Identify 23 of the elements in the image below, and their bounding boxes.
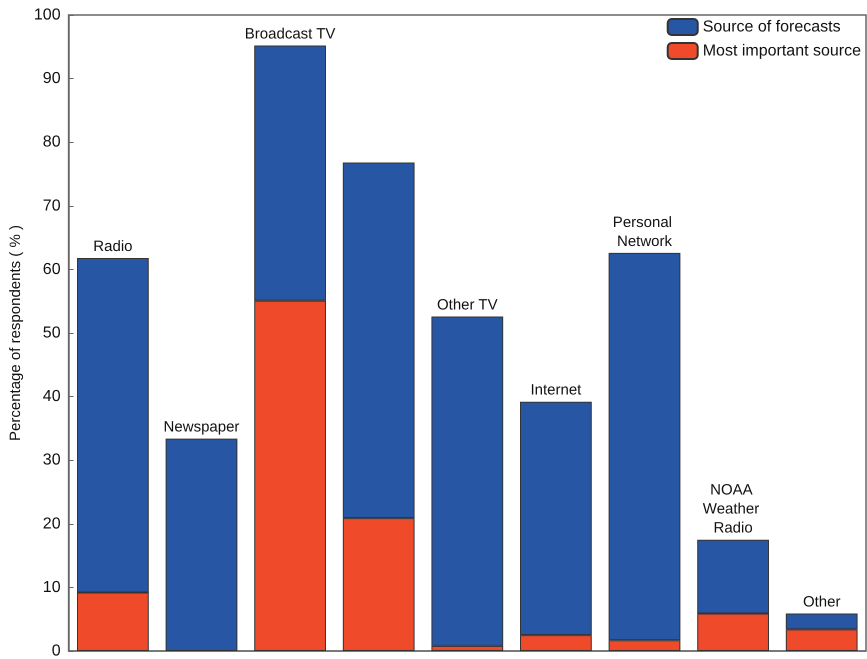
y-tick-label: 70 xyxy=(42,197,61,214)
y-tick-label: 10 xyxy=(42,578,61,596)
x-tick-label: Internet xyxy=(530,382,582,399)
y-tick-label: 20 xyxy=(42,515,61,532)
y-tick-label: 80 xyxy=(42,134,61,151)
y-tick-label: 30 xyxy=(42,452,61,469)
x-tick-label: Other xyxy=(802,593,840,610)
x-tick-label: Personal Network xyxy=(612,214,676,250)
bar xyxy=(166,438,238,651)
legend-label: Most important source xyxy=(702,42,862,60)
x-tick-label: Radio xyxy=(93,238,132,255)
y-tick-label: 100 xyxy=(34,6,61,24)
legend-label: Source of forecasts xyxy=(702,18,841,36)
x-tick-label: Broadcast TV xyxy=(244,26,336,43)
x-tick-label: Other TV xyxy=(437,296,498,314)
y-tick-label: 90 xyxy=(42,70,61,88)
x-tick-label: NOAA Weather Radio xyxy=(702,482,764,537)
y-axis-title: Percentage of respondents ( % ) xyxy=(7,225,24,441)
y-tick-label: 40 xyxy=(42,388,61,406)
x-tick-label: Newspaper xyxy=(164,418,240,436)
y-tick-label: 60 xyxy=(42,260,61,278)
y-tick-label: 0 xyxy=(52,642,61,659)
y-tick-label: 50 xyxy=(42,324,61,342)
